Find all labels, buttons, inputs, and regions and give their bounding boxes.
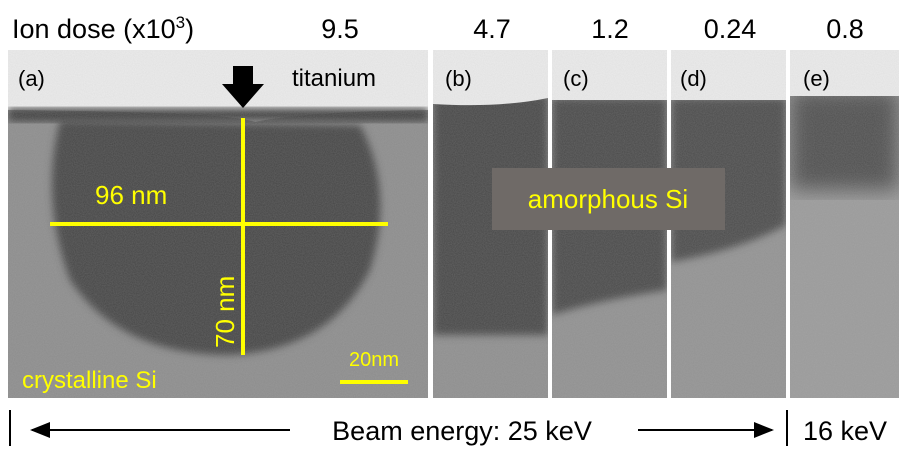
ion-dose-label: Ion dose (x103) <box>12 13 194 44</box>
dose-value: 9.5 <box>321 14 359 44</box>
panel-label: (b) <box>445 66 472 91</box>
dose-value: 0.24 <box>704 14 757 44</box>
amorphous-label: amorphous Si <box>528 184 688 214</box>
width-label: 96 nm <box>95 180 167 210</box>
panel-label: (e) <box>803 66 830 91</box>
crystalline-label: crystalline Si <box>22 367 157 394</box>
dose-value: 4.7 <box>473 14 511 44</box>
scale-bar-label: 20nm <box>349 349 399 371</box>
panel-label: (c) <box>563 66 589 91</box>
figure: Ion dose (x103) 9.5 4.7 1.2 0.24 0.8 <box>0 0 899 449</box>
panel-label: (a) <box>18 66 45 91</box>
dose-value: 0.8 <box>826 14 864 44</box>
panel-label: (d) <box>680 66 707 91</box>
beam-energy-label: Beam energy: 25 keV <box>332 416 592 446</box>
panel-e-image <box>790 50 899 398</box>
beam-energy-other: 16 keV <box>803 416 887 446</box>
dose-value: 1.2 <box>591 14 629 44</box>
titanium-label: titanium <box>292 65 376 92</box>
depth-label: 70 nm <box>210 276 240 348</box>
